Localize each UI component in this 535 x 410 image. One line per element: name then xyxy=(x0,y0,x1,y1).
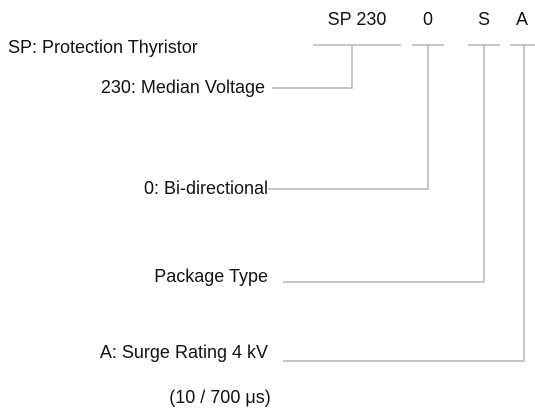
code-series: SP 230 xyxy=(328,9,387,29)
code-direction: 0 xyxy=(423,9,433,29)
label-waveform: (10 / 700 μs) xyxy=(169,387,270,407)
code-surge: A xyxy=(516,9,528,29)
label-direction: 0: Bi-directional xyxy=(144,178,268,198)
connector xyxy=(268,45,429,190)
label-voltage: 230: Median Voltage xyxy=(101,77,265,97)
label-package: Package Type xyxy=(154,266,268,286)
code-package: S xyxy=(478,9,490,29)
label-surge: A: Surge Rating 4 kV xyxy=(100,342,268,362)
label-series: SP: Protection Thyristor xyxy=(8,37,198,57)
connector xyxy=(283,45,525,362)
connector xyxy=(283,45,485,283)
connector xyxy=(272,45,353,89)
